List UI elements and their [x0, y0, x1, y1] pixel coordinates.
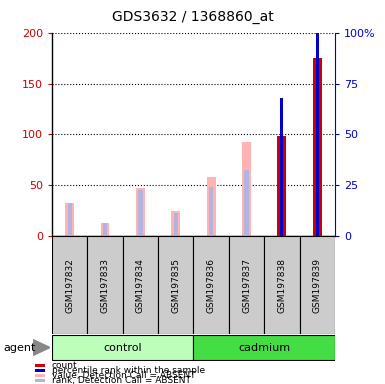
Bar [313, 58, 322, 236]
Bar [193, 336, 335, 359]
Bar [138, 190, 142, 236]
Text: rank, Detection Call = ABSENT: rank, Detection Call = ABSENT [52, 376, 191, 384]
Bar [300, 236, 335, 334]
Text: GDS3632 / 1368860_at: GDS3632 / 1368860_at [112, 10, 273, 24]
Bar [193, 236, 229, 334]
Text: GSM197835: GSM197835 [171, 258, 180, 313]
Text: GSM197832: GSM197832 [65, 258, 74, 313]
Text: count: count [52, 361, 78, 370]
Bar [278, 136, 286, 236]
Bar [174, 213, 178, 236]
Text: GSM197839: GSM197839 [313, 258, 322, 313]
Bar [209, 187, 213, 236]
Text: GSM197834: GSM197834 [136, 258, 145, 313]
Text: GSM197833: GSM197833 [100, 258, 110, 313]
Bar [67, 203, 72, 236]
Bar [158, 236, 193, 334]
Polygon shape [33, 339, 50, 356]
Bar [87, 236, 123, 334]
Text: GSM197837: GSM197837 [242, 258, 251, 313]
Bar [281, 98, 283, 236]
Bar [242, 142, 251, 236]
Text: agent: agent [4, 343, 36, 353]
Bar [244, 170, 249, 236]
Text: GSM197836: GSM197836 [207, 258, 216, 313]
Bar [123, 236, 158, 334]
Bar [100, 223, 109, 236]
Bar [316, 33, 319, 236]
Bar [229, 236, 264, 334]
Bar [103, 223, 107, 236]
Bar [207, 177, 216, 236]
Text: control: control [104, 343, 142, 353]
Bar [136, 188, 145, 236]
Text: cadmium: cadmium [238, 343, 290, 353]
Bar [264, 236, 300, 334]
Bar [52, 236, 87, 334]
Bar [65, 203, 74, 236]
Text: percentile rank within the sample: percentile rank within the sample [52, 366, 205, 375]
Bar [171, 211, 180, 236]
Text: value, Detection Call = ABSENT: value, Detection Call = ABSENT [52, 371, 196, 380]
Bar [52, 336, 193, 359]
Text: GSM197838: GSM197838 [277, 258, 286, 313]
